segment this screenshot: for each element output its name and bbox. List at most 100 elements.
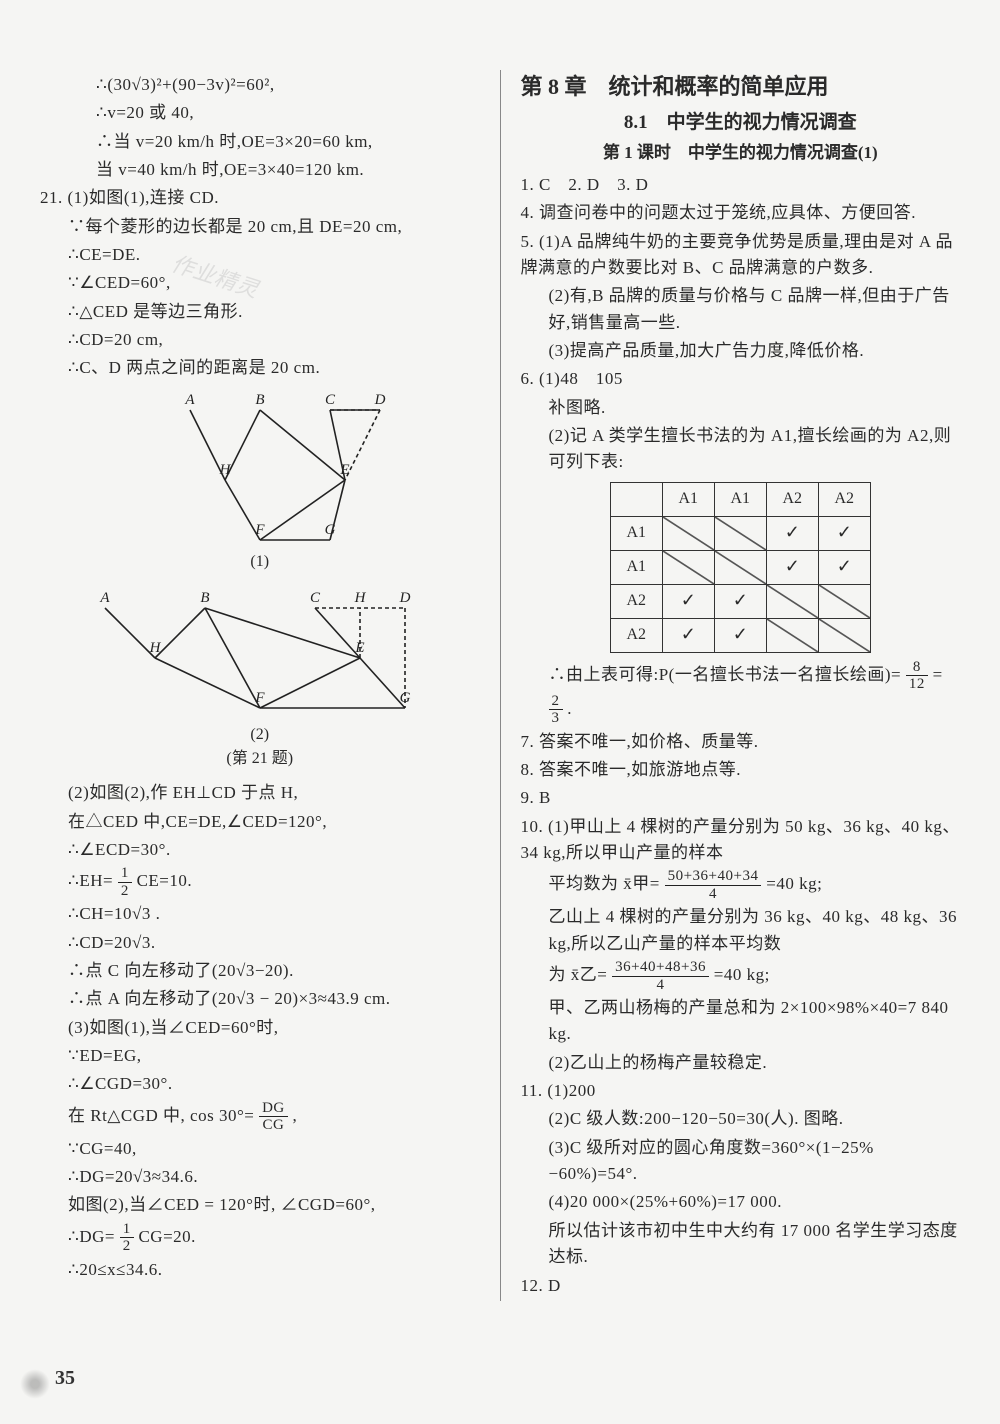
table-row: A1 ✓✓ [610,550,870,584]
answer-line: (4)20 000×(25%+60%)=17 000. [521,1189,961,1215]
column-divider [500,70,501,1301]
math-line: ∴当 v=20 km/h 时,OE=3×20=60 km, [40,129,480,155]
fraction: 12 [120,1221,134,1255]
table-cell: A1 [610,550,662,584]
table-cell [818,618,870,652]
probability-table: A1A1A2A2A1✓✓A1✓✓A2✓✓A2✓✓ [610,482,871,653]
fraction: 23 [549,693,563,727]
answer-line: 12. D [521,1273,961,1299]
svg-text:F: F [254,522,265,538]
fraction: 50+36+40+344 [665,868,762,902]
svg-text:C: C [325,392,336,408]
table-cell [766,618,818,652]
table-cell [714,516,766,550]
answer-line: 7. 答案不唯一,如价格、质量等. [521,729,961,755]
svg-text:A: A [99,590,110,606]
answer-line: (2)记 A 类学生擅长书法的为 A1,擅长绘画的为 A2,则可列下表: [521,423,961,476]
text: 为 x̄乙= [549,965,608,984]
table-cell: ✓ [662,618,714,652]
table-header-cell: A2 [766,482,818,516]
math-line: (2)如图(2),作 EH⊥CD 于点 H, [40,780,480,806]
math-line: ∴EH= 12 CE=10. [40,865,480,899]
math-line: ∴C、D 两点之间的距离是 20 cm. [40,355,480,381]
text: =40 kg; [714,965,770,984]
svg-text:A: A [184,392,195,408]
page-number: 35 [55,1363,75,1394]
table-cell: ✓ [766,550,818,584]
math-line: ∴CD=20 cm, [40,327,480,353]
table-header-cell: A1 [714,482,766,516]
answer-line: 10. (1)甲山上 4 棵树的产量分别为 50 kg、36 kg、40 kg、… [521,814,961,867]
fig2-caption: (2) [40,723,480,748]
question-21: 21. (1)如图(1),连接 CD. [40,185,480,211]
svg-text:H: H [353,590,366,606]
math-line: (3)如图(1),当∠CED=60°时, [40,1015,480,1041]
table-cell: ✓ [662,584,714,618]
math-line: ∴∠CGD=30°. [40,1071,480,1097]
svg-text:B: B [200,590,209,606]
math-line: 在△CED 中,CE=DE,∠CED=120°, [40,809,480,835]
svg-text:E: E [339,462,349,478]
svg-text:C: C [310,590,321,606]
svg-text:B: B [255,392,264,408]
math-line: 如图(2),当∠CED = 120°时, ∠CGD=60°, [40,1192,480,1218]
text: , [293,1106,298,1125]
table-cell: A2 [610,618,662,652]
svg-text:F: F [254,690,265,706]
table-cell: ✓ [818,550,870,584]
math-line: ∴(30√3)²+(90−3v)²=60², [40,72,480,98]
math-line: ∴点 C 向左移动了(20√3−20). [40,958,480,984]
text: 在 Rt△CGD 中, cos 30°= [68,1106,254,1125]
math-line: 当 v=40 km/h 时,OE=3×40=120 km. [40,157,480,183]
answer-line: (2)乙山上的杨梅产量较稳定. [521,1050,961,1076]
table-row: A2✓✓ [610,584,870,618]
text: CE=10. [137,871,193,890]
math-line: ∴CH=10√3 . [40,901,480,927]
diagram-2: ABCHDHEFG (2) (第 21 题) [40,583,480,773]
section-title: 8.1 中学生的视力情况调查 [521,108,961,137]
fig1-caption: (1) [40,550,480,575]
answer-line: 乙山上 4 棵树的产量分别为 36 kg、40 kg、48 kg、36 kg,所… [521,904,961,957]
math-line: ∴DG=20√3≈34.6. [40,1164,480,1190]
chapter-title: 第 8 章 统计和概率的简单应用 [521,70,961,104]
table-cell: ✓ [766,516,818,550]
table-row: A2✓✓ [610,618,870,652]
answer-line: 8. 答案不唯一,如旅游地点等. [521,757,961,783]
answer-line: 11. (1)200 [521,1078,961,1104]
answer-line: 4. 调查问卷中的问题太过于笼统,应具体、方便回答. [521,200,961,226]
math-line: ∴CE=DE. [40,242,480,268]
answer-line: 甲、乙两山杨梅的产量总和为 2×100×98%×40=7 840 kg. [521,995,961,1048]
table-cell: A2 [610,584,662,618]
svg-text:D: D [373,392,385,408]
answer-line: 为 x̄乙= 36+40+48+364 =40 kg; [521,959,961,993]
table-header-cell [610,482,662,516]
fraction: 812 [906,659,928,693]
left-column: ∴(30√3)²+(90−3v)²=60², ∴v=20 或 40, ∴当 v=… [40,70,480,1301]
subsection-title: 第 1 课时 中学生的视力情况调查(1) [521,140,961,166]
answer-line: 5. (1)A 品牌纯牛奶的主要竞争优势是质量,理由是对 A 品牌满意的户数要比… [521,229,961,282]
answer-line: 6. (1)48 105 [521,366,961,392]
svg-text:G: G [399,690,410,706]
text: ∴DG= [68,1227,115,1246]
table-row: A1✓✓ [610,516,870,550]
math-line: ∴点 A 向左移动了(20√3 − 20)×3≈43.9 cm. [40,986,480,1012]
answer-line: ∴由上表可得:P(一名擅长书法一名擅长绘画)= 812 = 23 . [521,659,961,727]
text: ∵∠CED=60°, [68,273,171,292]
math-line: 在 Rt△CGD 中, cos 30°= DGCG , [40,1100,480,1134]
math-line: ∵CG=40, [40,1136,480,1162]
svg-text:H: H [218,462,231,478]
table-header-cell: A2 [818,482,870,516]
answer-line: (2)有,B 品牌的质量与价格与 C 品牌一样,但由于广告好,销售量高一些. [521,283,961,336]
fraction: 36+40+48+364 [612,959,709,993]
answer-line: (3)提高产品质量,加大广告力度,降低价格. [521,338,961,364]
math-line: ∵每个菱形的边长都是 20 cm,且 DE=20 cm, [40,214,480,240]
fraction: DGCG [259,1100,288,1134]
answer-line: 1. C 2. D 3. D [521,172,961,198]
answer-line: (3)C 级所对应的圆心角度数=360°×(1−25%−60%)=54°. [521,1135,961,1188]
table-cell [766,584,818,618]
table-cell: ✓ [714,584,766,618]
answer-line: 补图略. [521,395,961,421]
math-line: ∴v=20 或 40, [40,100,480,126]
table-cell: ✓ [818,516,870,550]
text: CG=20. [138,1227,195,1246]
